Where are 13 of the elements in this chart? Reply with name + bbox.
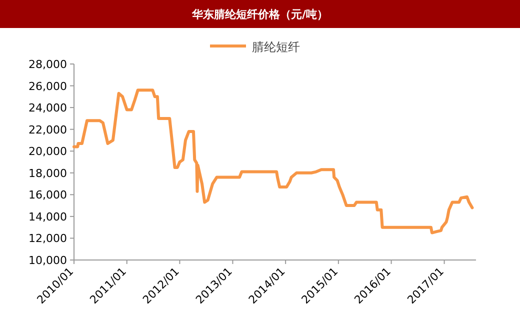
y-tick-label: 20,000	[28, 145, 67, 158]
y-tick-label: 28,000	[28, 58, 67, 71]
line-series	[72, 88, 474, 234]
y-tick-label: 12,000	[28, 232, 67, 246]
y-tick-label: 22,000	[28, 123, 67, 136]
y-tick-label: 26,000	[28, 80, 67, 93]
y-tick-label: 10,000	[28, 254, 67, 267]
y-tick-label: 18,000	[28, 166, 67, 180]
y-tick-label: 16,000	[28, 188, 67, 202]
y-tick-label: 24,000	[28, 102, 67, 115]
chart-title: 华东腈纶短纤价格（元/吨）	[190, 8, 328, 21]
y-tick-label: 14,000	[28, 210, 67, 224]
legend-label: 腈纶短纤	[252, 40, 300, 54]
